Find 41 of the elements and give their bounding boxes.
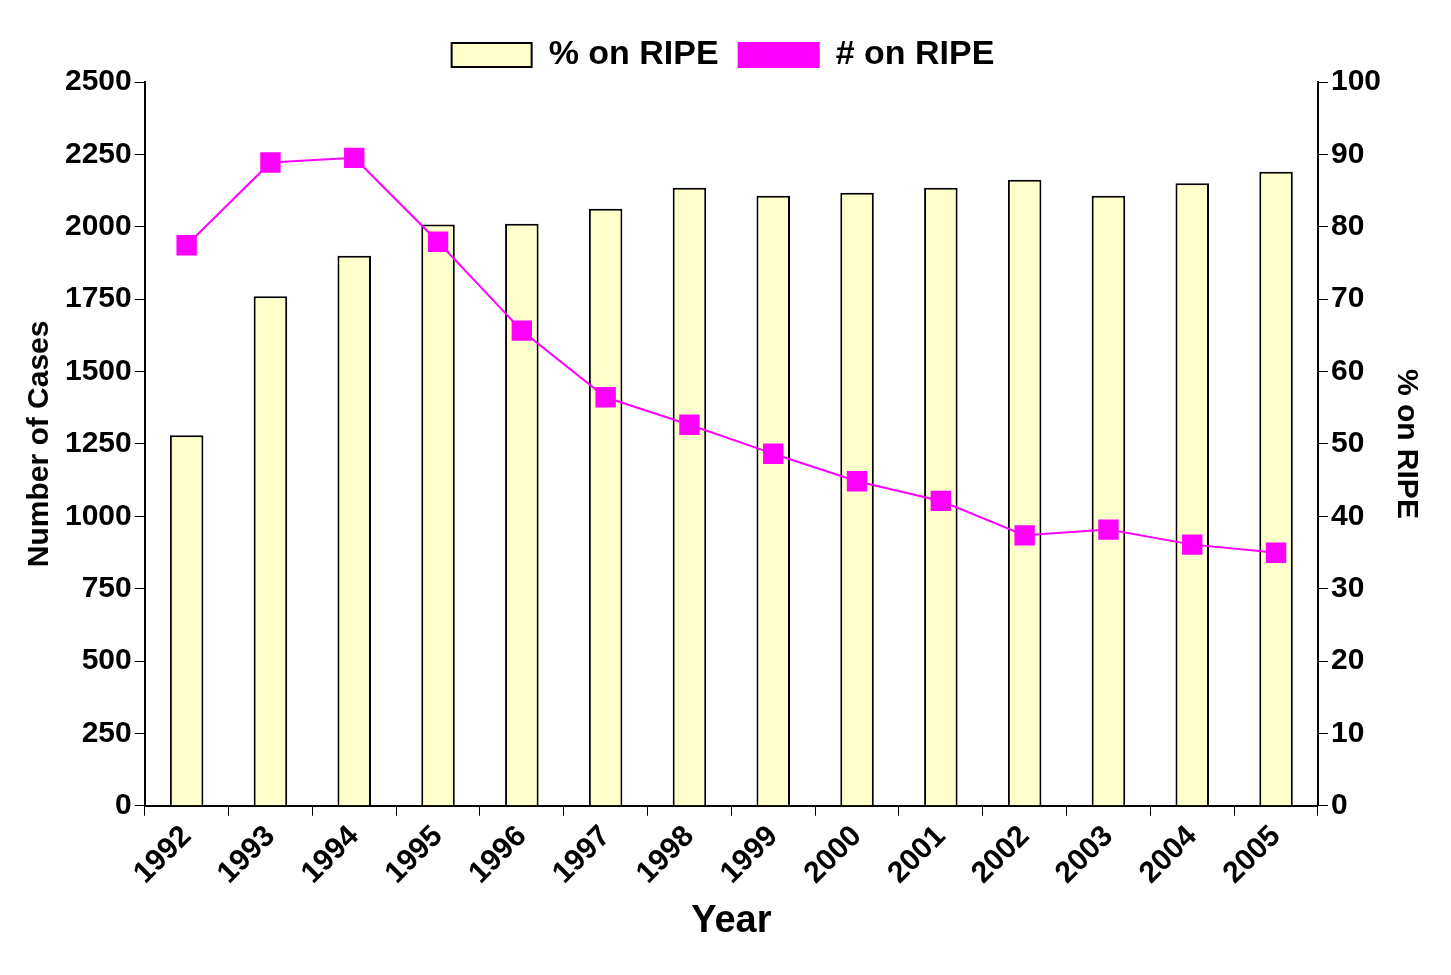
point <box>176 235 197 256</box>
point <box>595 387 616 408</box>
point <box>260 152 281 173</box>
y-tick-label: 0 <box>115 787 132 821</box>
y2-tick-label: 80 <box>1330 208 1365 242</box>
point <box>1014 525 1035 546</box>
point <box>679 414 700 435</box>
y2-tick-label: 30 <box>1330 569 1365 603</box>
point <box>930 490 952 512</box>
y-tick-label: 2500 <box>64 63 132 97</box>
y-axis-title: Number of Cases <box>21 320 55 568</box>
point <box>1182 534 1203 555</box>
point <box>846 471 868 492</box>
legend-label: % on RIPE <box>548 33 719 72</box>
y-tick-label: 1500 <box>64 352 132 386</box>
y2-tick-label: 90 <box>1330 135 1365 169</box>
y2-tick-label: 40 <box>1330 497 1365 531</box>
y-tick-label: 2000 <box>64 208 132 242</box>
y2-tick-label: 0 <box>1330 787 1348 821</box>
point <box>1098 519 1119 540</box>
y-tick-label: 1250 <box>64 425 132 459</box>
x-axis-title: Year <box>691 897 772 940</box>
point <box>511 320 533 341</box>
y-tick-label: 1000 <box>64 497 132 531</box>
point <box>763 443 784 464</box>
point <box>1265 542 1287 563</box>
y-tick-label: 250 <box>81 714 132 748</box>
y-tick-label: 2250 <box>64 135 132 169</box>
y2-tick-label: 10 <box>1330 714 1365 748</box>
y-tick-label: 500 <box>81 642 132 676</box>
y2-tick-label: 50 <box>1330 425 1365 459</box>
y2-tick-label: 20 <box>1330 642 1365 676</box>
y2-axis-title: % on RIPE <box>1391 368 1425 519</box>
y2-tick-label: 70 <box>1330 280 1365 314</box>
y-tick-label: 750 <box>81 569 132 603</box>
point <box>427 231 449 252</box>
legend-label: # on RIPE <box>835 33 995 72</box>
y-tick-label: 1750 <box>64 280 132 314</box>
point <box>344 147 365 169</box>
y2-tick-label: 100 <box>1330 63 1382 97</box>
y2-tick-label: 60 <box>1330 352 1365 386</box>
